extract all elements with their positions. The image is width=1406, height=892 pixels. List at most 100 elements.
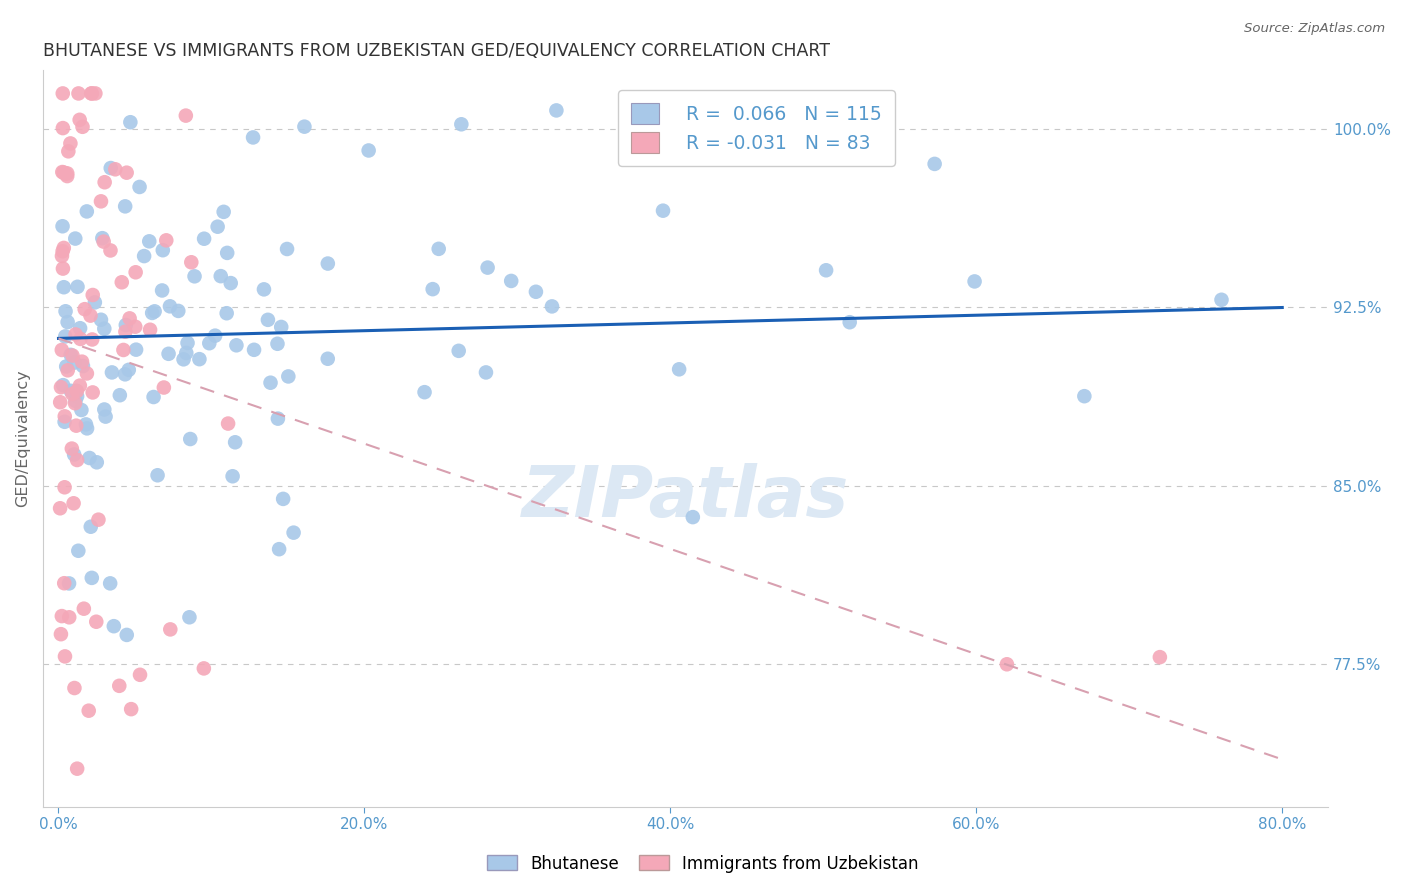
- Point: [219, 276, 242, 290]
- Point: [111, 275, 134, 289]
- Point: [180, 255, 202, 269]
- Point: [53, 415, 76, 429]
- Point: [259, 376, 281, 390]
- Point: [82, 333, 104, 347]
- Point: [257, 313, 280, 327]
- Point: [422, 282, 444, 296]
- Point: [91, 231, 114, 245]
- Point: [72, 359, 94, 373]
- Point: [157, 347, 180, 361]
- Point: [52, 121, 75, 136]
- Point: [242, 130, 264, 145]
- Point: [75, 417, 97, 432]
- Point: [60, 387, 83, 401]
- Point: [59, 384, 82, 398]
- Point: [56, 363, 79, 377]
- Point: [63, 448, 86, 462]
- Point: [179, 432, 201, 446]
- Point: [146, 468, 169, 483]
- Point: [83, 295, 105, 310]
- Point: [541, 299, 564, 313]
- Point: [67, 87, 90, 101]
- Point: [167, 304, 190, 318]
- Point: [524, 285, 547, 299]
- Point: [63, 681, 86, 695]
- Point: [357, 144, 380, 158]
- Point: [114, 199, 136, 213]
- Point: [73, 302, 96, 317]
- Point: [115, 166, 138, 180]
- Point: [1073, 389, 1095, 403]
- Point: [271, 491, 294, 506]
- Point: [77, 704, 100, 718]
- Point: [58, 610, 80, 624]
- Point: [1211, 293, 1233, 307]
- Point: [652, 203, 675, 218]
- Point: [93, 402, 115, 417]
- Point: [682, 510, 704, 524]
- Point: [217, 246, 239, 260]
- Point: [114, 318, 136, 332]
- Point: [87, 513, 110, 527]
- Point: [108, 388, 131, 402]
- Point: [72, 120, 94, 134]
- Point: [51, 165, 73, 179]
- Point: [82, 288, 104, 302]
- Point: [53, 409, 76, 424]
- Point: [139, 323, 162, 337]
- Point: [49, 380, 72, 394]
- Point: [55, 304, 77, 318]
- Point: [112, 343, 135, 357]
- Point: [80, 520, 103, 534]
- Point: [114, 368, 136, 382]
- Point: [69, 112, 91, 127]
- Point: [277, 369, 299, 384]
- Legend:   R =  0.066   N = 115,   R = -0.031   N = 83: R = 0.066 N = 115, R = -0.031 N = 83: [619, 90, 896, 166]
- Point: [114, 325, 136, 339]
- Point: [93, 175, 115, 189]
- Point: [52, 87, 75, 101]
- Point: [276, 242, 298, 256]
- Point: [815, 263, 838, 277]
- Point: [152, 244, 174, 258]
- Y-axis label: GED/Equivalency: GED/Equivalency: [15, 369, 30, 508]
- Point: [118, 363, 141, 377]
- Point: [53, 166, 76, 180]
- Point: [80, 571, 103, 585]
- Point: [58, 576, 80, 591]
- Point: [294, 120, 316, 134]
- Point: [188, 352, 211, 367]
- Point: [450, 117, 472, 131]
- Point: [84, 615, 107, 629]
- Point: [141, 306, 163, 320]
- Point: [104, 162, 127, 177]
- Point: [58, 145, 80, 159]
- Point: [477, 260, 499, 275]
- Point: [221, 469, 243, 483]
- Point: [176, 346, 198, 360]
- Point: [52, 241, 75, 255]
- Point: [65, 231, 87, 245]
- Point: [59, 136, 82, 151]
- Point: [51, 219, 73, 234]
- Point: [142, 390, 165, 404]
- Point: [76, 204, 98, 219]
- Point: [100, 244, 122, 258]
- Point: [838, 315, 860, 329]
- Point: [447, 343, 470, 358]
- Point: [173, 352, 195, 367]
- Point: [215, 306, 238, 320]
- Point: [65, 384, 87, 398]
- Point: [66, 384, 89, 399]
- Point: [427, 242, 450, 256]
- Point: [93, 235, 115, 249]
- Point: [49, 627, 72, 641]
- Point: [100, 161, 122, 175]
- Point: [120, 702, 142, 716]
- Point: [59, 348, 82, 362]
- Point: [267, 411, 290, 425]
- Point: [124, 319, 146, 334]
- Point: [283, 525, 305, 540]
- Point: [49, 501, 72, 516]
- Point: [204, 328, 226, 343]
